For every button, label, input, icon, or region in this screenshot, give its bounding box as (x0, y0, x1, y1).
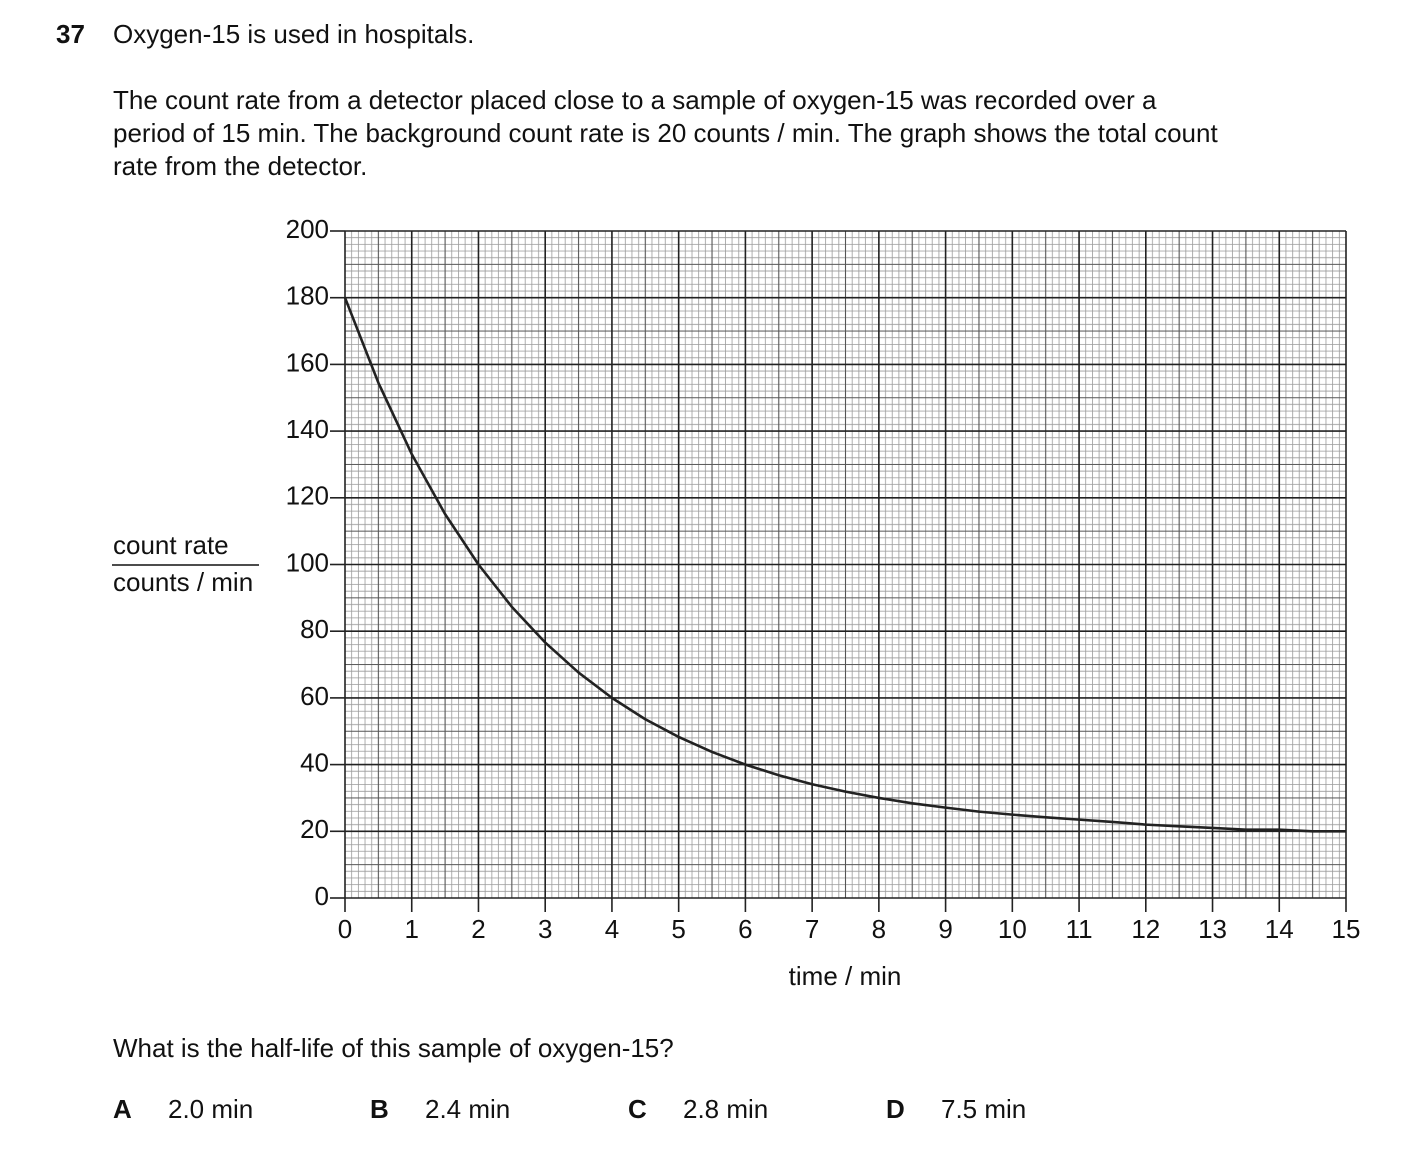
y-tick-label: 0 (315, 881, 329, 911)
y-tick-label: 60 (300, 681, 329, 711)
x-tick-label: 9 (938, 914, 952, 944)
x-tick-label: 2 (471, 914, 485, 944)
option-text: 7.5 min (941, 1094, 1027, 1124)
y-tick-label: 20 (300, 814, 329, 844)
y-tick-label: 100 (286, 547, 329, 577)
x-tick-label: 7 (805, 914, 819, 944)
y-tick-label: 80 (300, 614, 329, 644)
x-tick-label: 14 (1265, 914, 1294, 944)
x-tick-label: 8 (872, 914, 886, 944)
y-tick-label: 40 (300, 747, 329, 777)
y-axis-label: counts / min (113, 567, 253, 597)
x-tick-label: 6 (738, 914, 752, 944)
x-tick-label: 12 (1131, 914, 1160, 944)
option-text: 2.4 min (425, 1094, 511, 1124)
option-letter: B (370, 1094, 389, 1124)
y-tick-label: 140 (286, 414, 329, 444)
chart: count rate counts / min time / min 02040… (112, 214, 1361, 991)
x-tick-label: 5 (671, 914, 685, 944)
x-tick-label: 0 (338, 914, 352, 944)
y-tick-label: 180 (286, 281, 329, 311)
y-tick-label: 200 (286, 214, 329, 244)
question-intro: Oxygen-15 is used in hospitals. (113, 19, 475, 49)
x-tick-label: 13 (1198, 914, 1227, 944)
x-tick-label: 11 (1066, 914, 1093, 944)
paragraph-line: period of 15 min. The background count r… (113, 118, 1218, 148)
question-number: 37 (56, 19, 85, 49)
x-tick-label: 1 (404, 914, 418, 944)
option-letter: D (886, 1094, 905, 1124)
y-tick-label: 160 (286, 347, 329, 377)
x-tick-label: 4 (605, 914, 619, 944)
paragraph-line: The count rate from a detector placed cl… (113, 85, 1157, 115)
x-tick-label: 3 (538, 914, 552, 944)
option-text: 2.0 min (168, 1094, 254, 1124)
option-text: 2.8 min (683, 1094, 769, 1124)
y-axis-label: count rate (113, 530, 229, 560)
question-prompt: What is the half-life of this sample of … (113, 1033, 674, 1063)
y-tick-label: 120 (286, 481, 329, 511)
x-tick-label: 15 (1332, 914, 1361, 944)
option-letter: C (628, 1094, 647, 1124)
option-letter: A (113, 1094, 132, 1124)
paragraph-line: rate from the detector. (113, 151, 368, 181)
x-axis-label: time / min (789, 961, 902, 991)
curve (343, 297, 1346, 833)
x-tick-label: 10 (998, 914, 1027, 944)
